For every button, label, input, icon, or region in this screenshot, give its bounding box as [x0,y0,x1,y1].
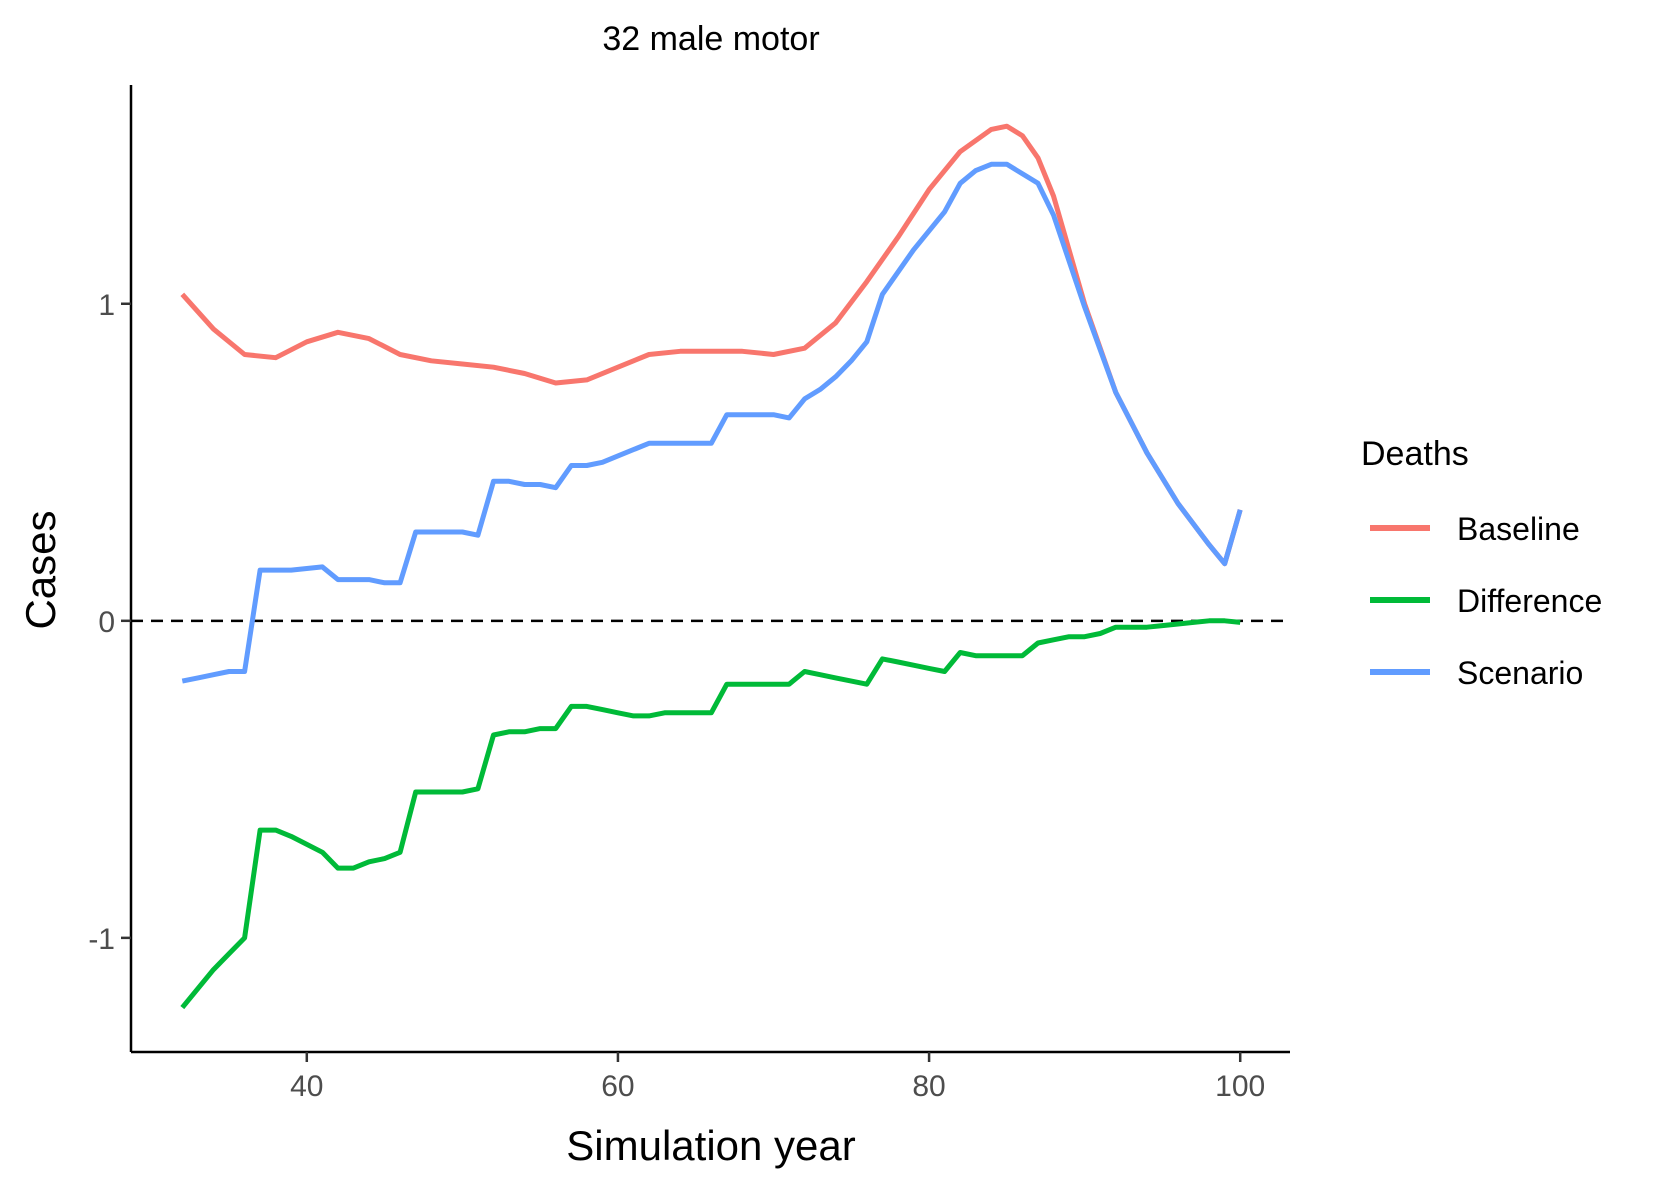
y-axis-title: Cases [17,510,64,629]
x-tick-label: 60 [601,1070,634,1103]
legend: Deaths Baseline Difference Scenario [1361,435,1602,691]
x-tick-label: 40 [290,1070,323,1103]
legend-title: Deaths [1361,435,1469,473]
legend-label-baseline: Baseline [1457,511,1580,547]
y-axis-ticks: -1 0 1 [88,289,131,956]
series-line-baseline [180,123,1243,567]
x-tick-label: 80 [912,1070,945,1103]
series-line-scenario [181,161,1243,684]
x-axis-title: Simulation year [566,1122,855,1169]
series-lines [180,123,1243,1010]
plot-area [131,123,1290,1010]
x-tick-label: 100 [1215,1070,1265,1103]
legend-items: Baseline Difference Scenario [1370,511,1602,691]
y-tick-label: -1 [88,923,115,956]
y-tick-label: 1 [98,289,115,322]
x-axis-ticks: 40 60 80 100 [290,1052,1265,1103]
y-tick-label: 0 [98,606,115,639]
legend-label-scenario: Scenario [1457,655,1583,691]
chart-title: 32 male motor [602,20,819,58]
series-line-difference [180,618,1241,1010]
legend-label-difference: Difference [1457,583,1602,619]
